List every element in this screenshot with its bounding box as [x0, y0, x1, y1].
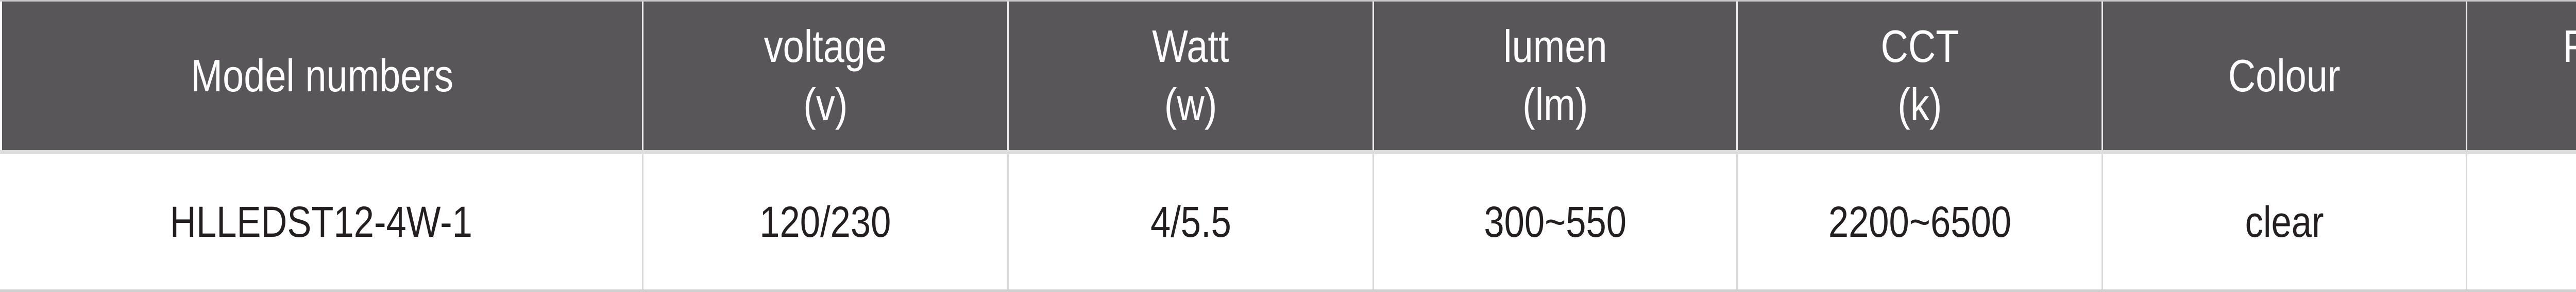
data-cell-voltage: 120/230 — [643, 154, 1009, 289]
cct-value: 2200~6500 — [1828, 197, 2011, 246]
data-cell-filaments-count: 4 — [2467, 154, 2576, 289]
model-number-value: HLLEDST12-4W-1 — [170, 197, 472, 246]
header-cell-filaments-count: Filaments Count — [2467, 2, 2576, 150]
header-label: voltage — [764, 21, 887, 72]
header-label: lumen — [1503, 21, 1607, 72]
watt-value: 4/5.5 — [1150, 197, 1231, 246]
header-label: CCT — [1880, 21, 1959, 72]
header-label: Watt — [1152, 21, 1229, 72]
data-cell-colour: clear — [2103, 154, 2467, 289]
header-cell-lumen: lumen (lm) — [1374, 2, 1738, 150]
header-unit: (w) — [1164, 79, 1217, 130]
data-cell-lumen: 300~550 — [1374, 154, 1738, 289]
header-label: Model numbers — [191, 50, 453, 101]
data-cell-cct: 2200~6500 — [1738, 154, 2103, 289]
header-cell-voltage: voltage (v) — [643, 2, 1009, 150]
header-cell-colour: Colour — [2103, 2, 2467, 150]
voltage-value: 120/230 — [759, 197, 891, 246]
lumen-value: 300~550 — [1484, 197, 1626, 246]
header-unit: (k) — [1897, 79, 1942, 130]
header-label: Colour — [2228, 50, 2341, 101]
spec-table-header-row: Model numbers voltage (v) Watt (w) lumen… — [0, 2, 2576, 154]
header-cell-watt: Watt (w) — [1009, 2, 1374, 150]
header-unit: (v) — [803, 79, 848, 130]
data-cell-watt: 4/5.5 — [1009, 154, 1374, 289]
colour-value: clear — [2245, 197, 2324, 246]
header-cell-cct: CCT (k) — [1738, 2, 2103, 150]
header-cell-model-numbers: Model numbers — [0, 2, 643, 150]
header-unit: (lm) — [1522, 79, 1588, 130]
header-label: Filaments — [2563, 18, 2576, 76]
spec-table-data-row: HLLEDST12-4W-1 120/230 4/5.5 300~550 220… — [0, 154, 2576, 289]
data-cell-model-number: HLLEDST12-4W-1 — [0, 154, 643, 289]
